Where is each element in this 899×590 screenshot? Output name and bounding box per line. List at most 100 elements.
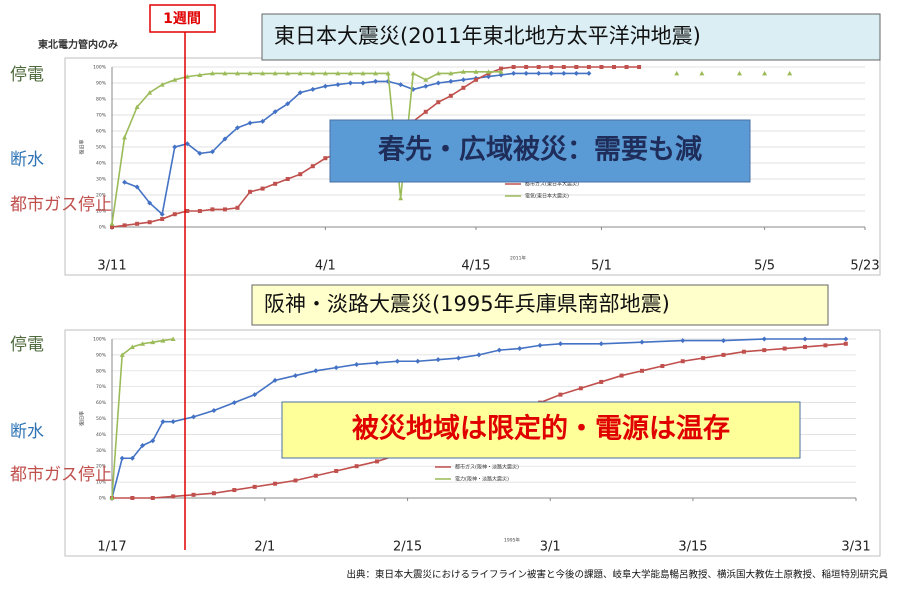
x-tick-label: 2/1 [254, 540, 275, 555]
point [496, 347, 502, 353]
point [109, 221, 115, 226]
point [721, 338, 727, 344]
note: 東北電力管内のみ [38, 38, 118, 51]
point [197, 209, 202, 213]
point [172, 77, 178, 82]
point [699, 70, 705, 76]
point [557, 341, 563, 347]
point [373, 70, 379, 76]
point [473, 69, 479, 74]
point [476, 352, 482, 358]
point [222, 136, 228, 142]
point [252, 484, 257, 489]
point [209, 149, 215, 155]
point [435, 357, 441, 363]
point [373, 78, 379, 84]
point [110, 225, 114, 229]
point [134, 184, 140, 190]
point [762, 70, 768, 76]
side-label: 都市ガス停止 [10, 465, 112, 485]
point [360, 80, 366, 86]
x-axis-label: 1995年 [504, 537, 520, 544]
point [843, 341, 848, 346]
annotation-box [281, 401, 801, 459]
point [787, 70, 793, 76]
point [435, 70, 441, 76]
point [119, 352, 125, 357]
y-tick-label: 0% [99, 496, 107, 502]
side-label: 都市ガス停止 [10, 195, 112, 215]
title-box [261, 13, 881, 61]
point [360, 70, 366, 76]
point [599, 379, 604, 384]
legend-label: 都市ガス(阪神・淡路大震災) [455, 464, 519, 471]
point [823, 343, 828, 348]
y-tick-label: 40% [96, 432, 107, 438]
point [150, 438, 156, 444]
point [436, 100, 441, 105]
point [448, 93, 453, 98]
point [423, 77, 429, 82]
point [335, 82, 341, 88]
point [273, 481, 278, 486]
x-tick-label: 3/11 [97, 259, 126, 274]
x-tick-label: 3/31 [841, 540, 870, 555]
y-axis-label: 復旧率 [79, 411, 86, 426]
point [122, 179, 128, 185]
point [197, 72, 203, 77]
annotation-box [329, 119, 751, 183]
point [191, 414, 197, 420]
y-axis-label: 復旧率 [79, 139, 86, 154]
x-tick-label: 3/1 [540, 540, 561, 555]
point [211, 408, 217, 414]
title-box [251, 284, 829, 326]
source: 出典：東日本大震災におけるライフライン被害と今後の課題、岐阜大学能島暢呂教授、横… [346, 569, 888, 581]
point [210, 207, 215, 212]
point [147, 90, 153, 95]
point [423, 83, 429, 89]
point [172, 212, 177, 217]
week-label: 1週間 [163, 11, 201, 27]
point [147, 220, 152, 225]
point [385, 78, 391, 84]
point [130, 496, 135, 500]
point [334, 468, 339, 473]
point [398, 195, 404, 201]
point [310, 164, 315, 169]
point [170, 336, 176, 341]
point [347, 80, 353, 86]
y-tick-label: 10% [96, 209, 107, 215]
legend-label: 電力(阪神・淡路大震災) [455, 476, 509, 483]
legend-label: 都市ガス(東日本大震災) [525, 181, 579, 188]
point [129, 344, 135, 349]
point [660, 364, 665, 369]
y-tick-label: 20% [96, 464, 107, 470]
point [586, 70, 592, 76]
point [394, 358, 400, 364]
point [129, 455, 135, 461]
point [211, 491, 216, 496]
point [423, 109, 428, 114]
legend-label: 電気(東日本大震災) [525, 193, 569, 200]
point [741, 349, 746, 354]
x-tick-label: 5/5 [754, 259, 775, 274]
point [536, 70, 542, 76]
point [323, 156, 328, 161]
point [160, 419, 166, 425]
point [134, 104, 140, 109]
point [737, 70, 742, 76]
point [624, 65, 629, 69]
y-tick-label: 60% [96, 129, 107, 135]
point [548, 70, 554, 76]
side-label: 断水 [10, 422, 44, 442]
point [272, 377, 278, 383]
point [235, 205, 240, 210]
point [135, 221, 140, 226]
point [574, 65, 579, 69]
point [285, 70, 291, 76]
point [680, 359, 685, 364]
point [578, 386, 583, 391]
point [599, 65, 604, 69]
point [549, 65, 554, 69]
point [197, 150, 203, 156]
